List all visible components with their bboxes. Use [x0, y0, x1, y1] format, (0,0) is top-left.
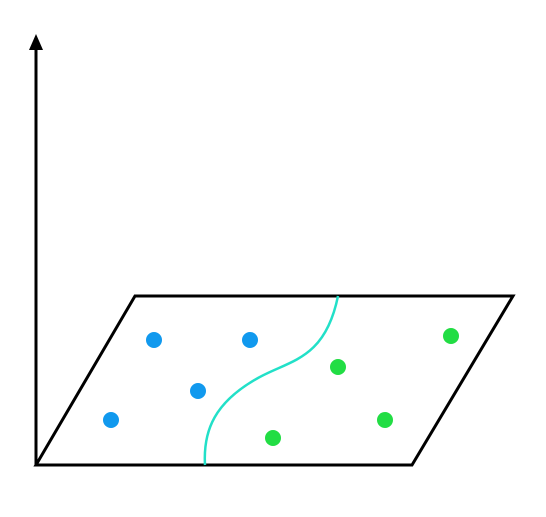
vertical-axis-arrowhead [29, 34, 43, 50]
class-a-points [103, 332, 258, 428]
class-b-point [330, 359, 346, 375]
class-a-point [242, 332, 258, 348]
decision-boundary-curve [203, 295, 340, 466]
feature-plane [33, 294, 516, 467]
class-a-point [103, 412, 119, 428]
class-b-points [265, 328, 459, 446]
class-b-point [377, 412, 393, 428]
class-a-point [146, 332, 162, 348]
class-b-point [443, 328, 459, 344]
class-b-point [265, 430, 281, 446]
class-a-point [190, 383, 206, 399]
